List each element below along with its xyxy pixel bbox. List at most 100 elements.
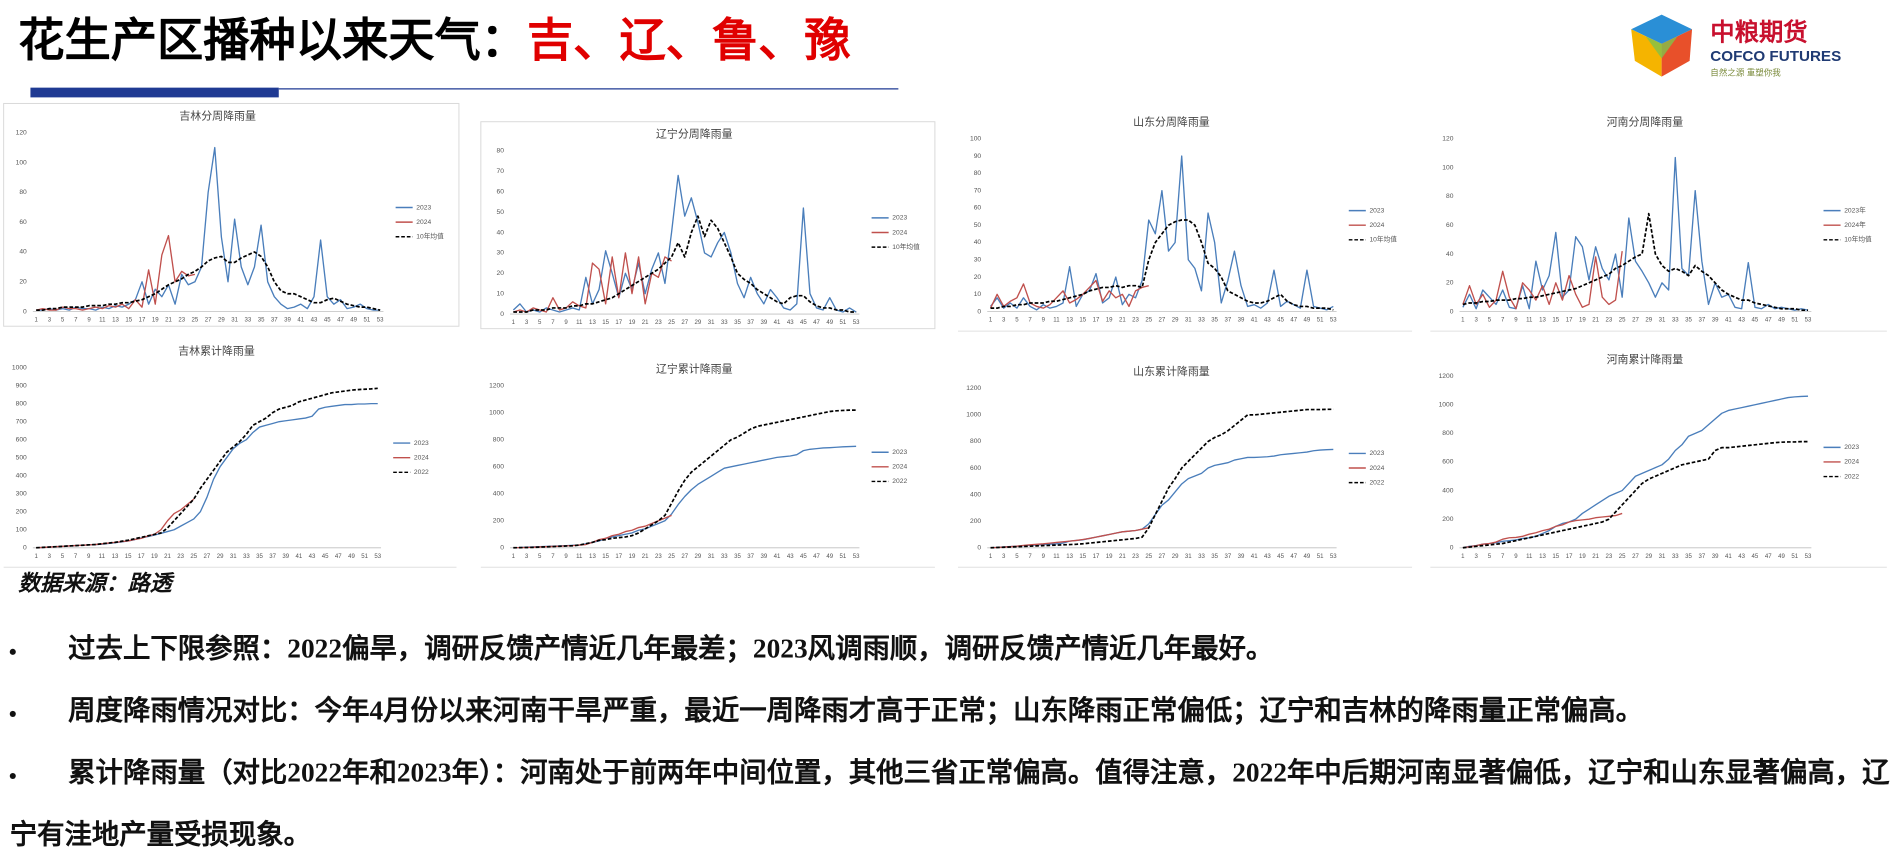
legend-label: 10年均值 [892,242,920,251]
series-line [1462,395,1809,549]
x-tick-label: 51 [1791,317,1798,324]
y-tick-label: 1000 [489,410,504,417]
x-tick-label: 23 [655,319,662,326]
x-tick-label: 51 [840,553,847,560]
x-tick-label: 45 [800,553,807,560]
x-tick-label: 3 [1474,553,1478,560]
x-tick-label: 3 [525,319,529,326]
series-line [990,527,1149,549]
x-tick-label: 41 [774,553,781,560]
y-tick-label: 80 [1446,193,1454,200]
x-tick-label: 13 [1066,317,1073,324]
x-tick-label: 43 [787,553,794,560]
legend-label: 2023 [1844,444,1859,451]
y-tick-label: 900 [16,382,27,389]
series-line [1462,512,1623,549]
x-tick-label: 35 [258,317,265,324]
x-tick-label: 27 [1159,553,1166,560]
x-tick-label: 17 [615,319,622,326]
legend-label: 2023 [892,449,907,456]
x-tick-label: 9 [87,317,91,324]
y-tick-label: 0 [500,311,504,318]
x-tick-label: 21 [1119,553,1126,560]
x-tick-label: 41 [1725,553,1732,560]
y-tick-label: 10 [497,290,505,297]
y-tick-label: 100 [16,159,27,166]
y-tick-label: 70 [974,187,982,194]
chart-border [3,102,460,327]
x-tick-label: 7 [1028,317,1032,324]
bullet-text: 过去上下限参照：2022偏旱，调研反馈产情近几年最差；2023风调雨顺，调研反馈… [68,632,1274,664]
series-line [1462,440,1809,549]
y-tick-label: 120 [1442,136,1453,143]
x-tick-label: 35 [1211,317,1218,324]
title-bar [30,87,279,98]
x-tick-label: 1 [989,317,993,324]
x-tick-label: 1 [512,553,516,560]
x-tick-label: 53 [374,553,381,560]
x-tick-label: 3 [1002,317,1006,324]
x-tick-label: 31 [231,317,238,324]
legend-label: 2024 [892,229,907,236]
bullet-list: 过去上下限参照：2022偏旱，调研反馈产情近几年最差；2023风调雨顺，调研反馈… [0,618,1899,854]
x-tick-label: 13 [1539,317,1546,324]
y-tick-label: 30 [974,257,982,264]
x-tick-label: 53 [1805,553,1812,560]
series-line [1462,156,1809,311]
chart-title: 辽宁分周降雨量 [656,127,733,141]
series-line [36,251,381,311]
x-tick-label: 39 [760,319,767,326]
x-tick-label: 1 [989,553,993,560]
x-tick-label: 53 [1330,317,1337,324]
x-tick-label: 31 [230,553,237,560]
x-tick-label: 17 [1566,553,1573,560]
x-tick-label: 25 [668,553,675,560]
y-tick-label: 400 [970,491,981,498]
x-tick-label: 37 [1224,317,1231,324]
x-tick-label: 23 [1606,553,1613,560]
x-tick-label: 29 [218,317,225,324]
legend-label: 10年均值 [1369,235,1397,244]
y-tick-label: 600 [493,464,504,471]
x-tick-label: 9 [564,553,568,560]
x-tick-label: 53 [853,553,860,560]
y-tick-label: 40 [974,239,982,246]
x-tick-label: 35 [1685,553,1692,560]
x-tick-label: 45 [1277,317,1284,324]
x-tick-label: 41 [1251,553,1258,560]
x-tick-label: 27 [681,319,688,326]
y-tick-label: 0 [23,545,27,552]
legend-label: 2024 [414,454,429,461]
x-tick-label: 5 [61,553,65,560]
x-tick-label: 23 [177,553,184,560]
x-tick-label: 33 [244,317,251,324]
series-line [36,402,378,549]
x-tick-label: 43 [1264,553,1271,560]
x-tick-label: 31 [1659,317,1666,324]
x-tick-label: 27 [1159,317,1166,324]
legend-label: 2024 [416,219,431,226]
x-tick-label: 7 [74,553,78,560]
x-tick-label: 1 [1461,317,1465,324]
y-tick-label: 20 [1446,280,1454,287]
y-tick-label: 50 [497,209,505,216]
x-tick-label: 31 [1185,553,1192,560]
x-tick-label: 3 [525,553,529,560]
x-tick-label: 11 [99,317,106,324]
x-tick-label: 21 [1592,553,1599,560]
x-tick-label: 21 [642,319,649,326]
y-tick-label: 40 [497,229,505,236]
x-tick-label: 35 [1685,317,1692,324]
x-tick-label: 17 [1093,317,1100,324]
x-tick-label: 45 [1752,553,1759,560]
x-tick-label: 29 [1172,317,1179,324]
x-tick-label: 25 [668,319,675,326]
x-tick-label: 7 [1501,317,1505,324]
y-tick-label: 800 [493,437,504,444]
legend-label: 2023 [1369,450,1384,457]
y-tick-label: 1200 [966,385,981,392]
legend-label: 2022 [414,469,429,476]
legend-label: 2024 [1369,465,1384,472]
x-tick-label: 7 [1028,553,1032,560]
x-tick-label: 41 [297,317,304,324]
